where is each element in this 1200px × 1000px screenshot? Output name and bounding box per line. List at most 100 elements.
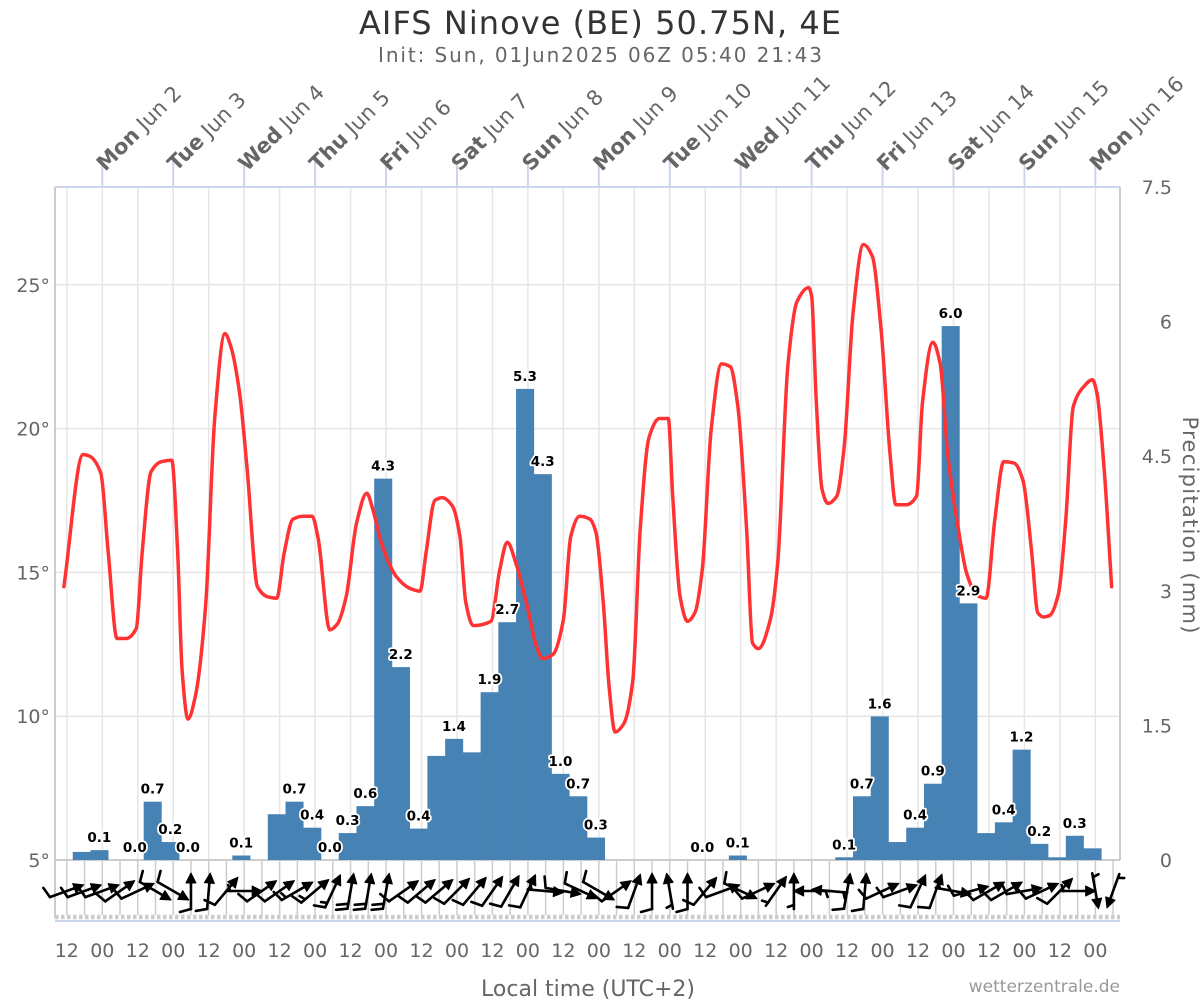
x-tick-label: 12 bbox=[197, 940, 221, 962]
wind-barb-feather bbox=[59, 886, 69, 899]
precip-bar-label: 0.6 bbox=[353, 786, 377, 802]
chart-title: AIFS Ninove (BE) 50.75N, 4E bbox=[359, 4, 841, 42]
wind-barb bbox=[488, 874, 520, 908]
wind-arrowhead-icon bbox=[1010, 881, 1023, 892]
wind-arrowhead-icon bbox=[423, 878, 436, 891]
day-label-weekday: Tue bbox=[659, 129, 705, 175]
wind-arrowhead-icon bbox=[203, 872, 215, 884]
wind-barb-shaft bbox=[544, 886, 577, 895]
wind-barb bbox=[675, 872, 693, 914]
wind-barb-feather bbox=[1017, 888, 1028, 900]
x-tick-label: 12 bbox=[55, 940, 79, 962]
precip-bar bbox=[994, 822, 1013, 860]
right-y-tick-label: 0 bbox=[1160, 850, 1172, 872]
wind-barb-feather bbox=[335, 902, 350, 907]
wind-barb-half-feather bbox=[319, 900, 329, 905]
wind-barb bbox=[897, 874, 927, 909]
wind-barb-shaft bbox=[600, 882, 628, 903]
precip-bar-label: 1.0 bbox=[548, 754, 572, 770]
wind-barb-half-feather bbox=[226, 883, 232, 893]
wind-barb-feather bbox=[156, 869, 162, 884]
x-tick-label: 12 bbox=[551, 940, 575, 962]
precip-bar bbox=[498, 622, 517, 860]
precip-bar bbox=[853, 796, 872, 860]
wind-arrowhead-icon bbox=[631, 873, 643, 886]
wind-arrowhead-icon bbox=[619, 880, 632, 892]
wind-barb-feather bbox=[543, 875, 547, 890]
wind-barb-half-feather bbox=[665, 903, 674, 910]
precip-bar bbox=[1012, 749, 1031, 860]
precip-bar bbox=[356, 806, 375, 860]
day-label-date: Jun 8 bbox=[552, 85, 608, 141]
x-axis-title: Local time (UTC+2) bbox=[481, 977, 695, 1000]
wind-barb-shaft bbox=[480, 879, 501, 908]
wind-arrowhead-icon bbox=[331, 874, 342, 887]
wind-arrowhead-icon bbox=[159, 890, 172, 901]
wind-barb-feather bbox=[237, 892, 249, 903]
wind-barb bbox=[451, 876, 487, 907]
day-label-date: Jun 4 bbox=[273, 80, 329, 136]
wind-barb-shaft bbox=[387, 882, 415, 903]
precip-bar-label: 0.0 bbox=[123, 840, 147, 856]
wind-barb-shaft bbox=[138, 880, 168, 899]
wind-arrowhead-icon bbox=[843, 872, 854, 885]
precip-bar bbox=[1030, 843, 1049, 860]
wind-barb-feather bbox=[112, 888, 123, 900]
precip-bar-label: 0.0 bbox=[318, 840, 342, 856]
wind-arrowhead-icon bbox=[569, 886, 582, 898]
wind-barb-half-feather bbox=[528, 882, 533, 892]
wind-arrowhead-icon bbox=[763, 882, 776, 893]
x-tick-label: 00 bbox=[516, 940, 540, 962]
x-tick-label: 12 bbox=[1048, 940, 1072, 962]
precip-bar bbox=[445, 738, 464, 860]
wind-barb-feather bbox=[77, 886, 87, 899]
day-label-date: Jun 13 bbox=[897, 86, 962, 151]
wind-arrowhead-icon bbox=[89, 883, 102, 894]
wind-arrowhead-icon bbox=[381, 872, 393, 885]
right-axis-title: Precipitation (mm) bbox=[1178, 417, 1200, 634]
wind-barb-half-feather bbox=[280, 892, 288, 899]
x-tick-label: 00 bbox=[445, 940, 469, 962]
wind-barb-feather bbox=[272, 890, 284, 902]
wind-arrowhead-icon bbox=[346, 872, 358, 885]
x-tick-label: 12 bbox=[480, 940, 504, 962]
precip-bar bbox=[161, 842, 180, 860]
wind-barb bbox=[733, 882, 776, 900]
wind-barb bbox=[272, 881, 314, 902]
wind-barb-shaft bbox=[205, 877, 212, 911]
wind-barb bbox=[760, 875, 787, 908]
day-label-weekday: Mon bbox=[1085, 123, 1138, 176]
wind-barb bbox=[470, 875, 504, 908]
precip-bar bbox=[533, 474, 552, 860]
wind-barb bbox=[290, 878, 330, 904]
wind-barb-feather bbox=[831, 907, 846, 912]
wind-barb bbox=[156, 869, 190, 901]
precip-bar bbox=[409, 828, 428, 860]
wind-barb-shaft bbox=[952, 886, 985, 897]
chart-subtitle: Init: Sun, 01Jun2025 06Z 05:40 21:43 bbox=[378, 43, 822, 67]
wind-barb-feather bbox=[875, 886, 885, 899]
wind-barb-feather bbox=[723, 870, 728, 885]
wind-barb-shaft bbox=[723, 882, 753, 898]
wind-barb-feather bbox=[963, 890, 975, 902]
wind-arrowhead-icon bbox=[282, 880, 295, 892]
right-y-tick-label: 7.5 bbox=[1142, 177, 1172, 199]
precip-bar-label: 2.2 bbox=[389, 647, 413, 663]
wind-barb-feather bbox=[615, 905, 630, 910]
x-tick-label: 12 bbox=[622, 940, 646, 962]
precip-bar bbox=[959, 603, 978, 860]
wind-barb bbox=[254, 880, 295, 903]
precip-bar-label: 4.3 bbox=[371, 459, 395, 475]
wind-barb-shaft bbox=[563, 882, 594, 898]
wind-barb-feather bbox=[194, 907, 209, 913]
day-label-weekday: Sat bbox=[943, 131, 988, 176]
wind-arrowhead-icon bbox=[1105, 896, 1116, 909]
x-tick-label: 00 bbox=[800, 940, 824, 962]
x-tick-label: 12 bbox=[409, 940, 433, 962]
precip-bar bbox=[462, 752, 481, 860]
precip-bar-label: 0.3 bbox=[336, 813, 360, 829]
precip-bar bbox=[338, 833, 357, 860]
x-tick-label: 00 bbox=[658, 940, 682, 962]
right-y-tick-label: 1.5 bbox=[1142, 715, 1172, 737]
